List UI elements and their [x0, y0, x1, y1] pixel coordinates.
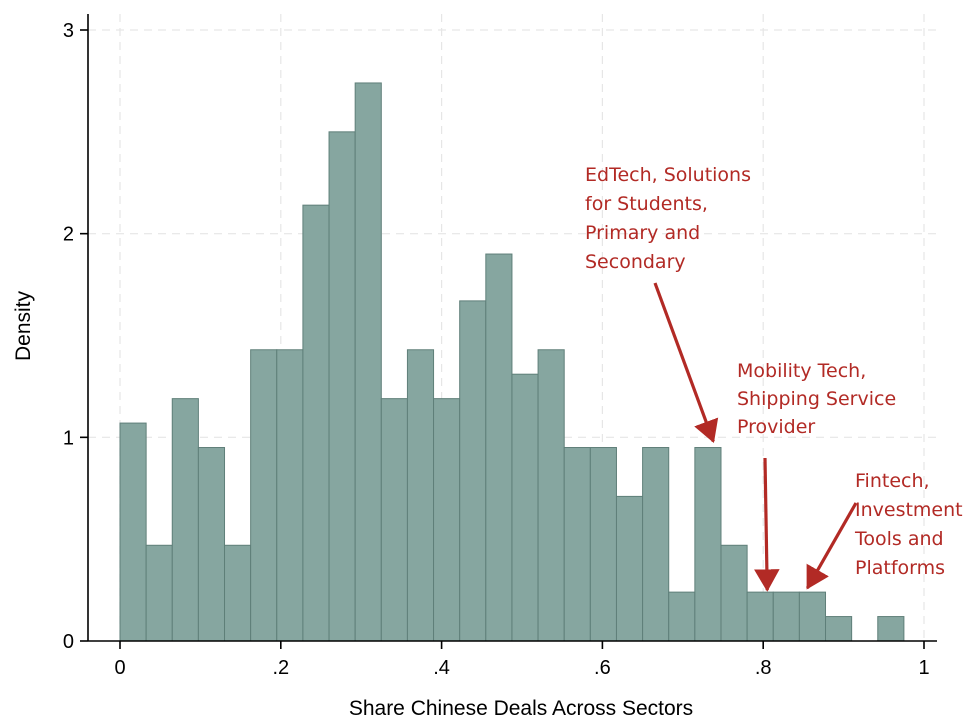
histogram-bar-7	[302, 204, 330, 642]
histogram-bar-25	[772, 591, 800, 642]
annotation-1-line-1: Shipping Service	[737, 388, 896, 410]
histogram-bar-17	[563, 447, 591, 642]
axes: 0 1 2 3 0 .2 .4 .6 .8 1	[63, 14, 937, 679]
x-axis-title: Share Chinese Deals Across Sectors	[349, 697, 693, 720]
grid-lines	[88, 14, 937, 641]
annotation-2: Fintech, Investment Tools and Platforms	[854, 470, 963, 579]
histogram-bar-18	[589, 447, 617, 642]
x-tick-label-5: 1	[918, 657, 929, 679]
annotation-1: Mobility Tech, Shipping Service Provider	[737, 360, 896, 438]
annotation-arrow-0	[653, 282, 719, 443]
annotation-2-line-0: Fintech,	[855, 470, 930, 492]
annotation-0-line-1: for Students,	[585, 193, 708, 215]
histogram-bar-27	[825, 616, 853, 642]
x-tick-label-0: 0	[114, 657, 125, 679]
x-tick-label-4: .8	[755, 657, 772, 679]
histogram-bar-29	[877, 616, 905, 642]
histogram-bar-24	[746, 591, 774, 642]
histogram-bar-20	[642, 447, 670, 642]
x-tick-label-1: .2	[272, 657, 289, 679]
y-tick-label-0: 0	[63, 631, 74, 653]
histogram-bar-8	[328, 131, 356, 642]
histogram-bar-4	[224, 544, 252, 642]
histogram-bar-9	[354, 82, 382, 642]
histogram-bar-14	[485, 253, 513, 642]
histogram-bar-6	[276, 349, 304, 642]
histogram-bar-12	[433, 398, 461, 642]
histogram-bar-26	[798, 591, 827, 642]
histogram-bar-11	[406, 349, 435, 642]
annotation-arrow-2	[806, 502, 858, 590]
y-tick-label-1: 1	[63, 427, 74, 449]
histogram-bar-5	[250, 349, 278, 642]
annotation-0-line-0: EdTech, Solutions	[585, 164, 751, 186]
annotation-2-line-3: Platforms	[855, 557, 945, 579]
y-tick-label-3: 3	[63, 20, 74, 42]
annotation-1-line-0: Mobility Tech,	[737, 360, 866, 382]
histogram-bar-3	[197, 447, 226, 642]
x-tick-label-3: .6	[594, 657, 611, 679]
annotation-0-line-2: Primary and	[585, 222, 700, 244]
histogram-bar-16	[537, 349, 565, 642]
annotation-0-line-3: Secondary	[585, 251, 686, 273]
histogram-bar-10	[380, 398, 408, 642]
histogram-bar-1	[145, 544, 173, 642]
annotations: EdTech, Solutions for Students, Primary an…	[585, 164, 963, 592]
histogram-bar-19	[615, 495, 644, 642]
annotation-2-line-2: Tools and	[854, 528, 944, 550]
histogram-bar-23	[720, 544, 748, 642]
annotation-0: EdTech, Solutions for Students, Primary an…	[585, 164, 751, 273]
histogram-bar-15	[511, 373, 539, 642]
annotation-arrow-1	[754, 457, 780, 592]
histogram-bar-22	[694, 447, 722, 642]
histogram-bar-2	[171, 398, 199, 642]
y-axis-title: Density	[12, 290, 35, 361]
x-tick-label-2: .4	[433, 657, 450, 679]
histogram-bar-21	[668, 591, 696, 642]
histogram-bar-0	[119, 422, 147, 642]
y-tick-label-2: 2	[63, 224, 74, 246]
annotation-2-line-1: Investment	[855, 499, 963, 521]
histogram-bar-13	[459, 300, 487, 642]
histogram-bars	[119, 82, 905, 642]
annotation-1-line-2: Provider	[737, 416, 815, 438]
